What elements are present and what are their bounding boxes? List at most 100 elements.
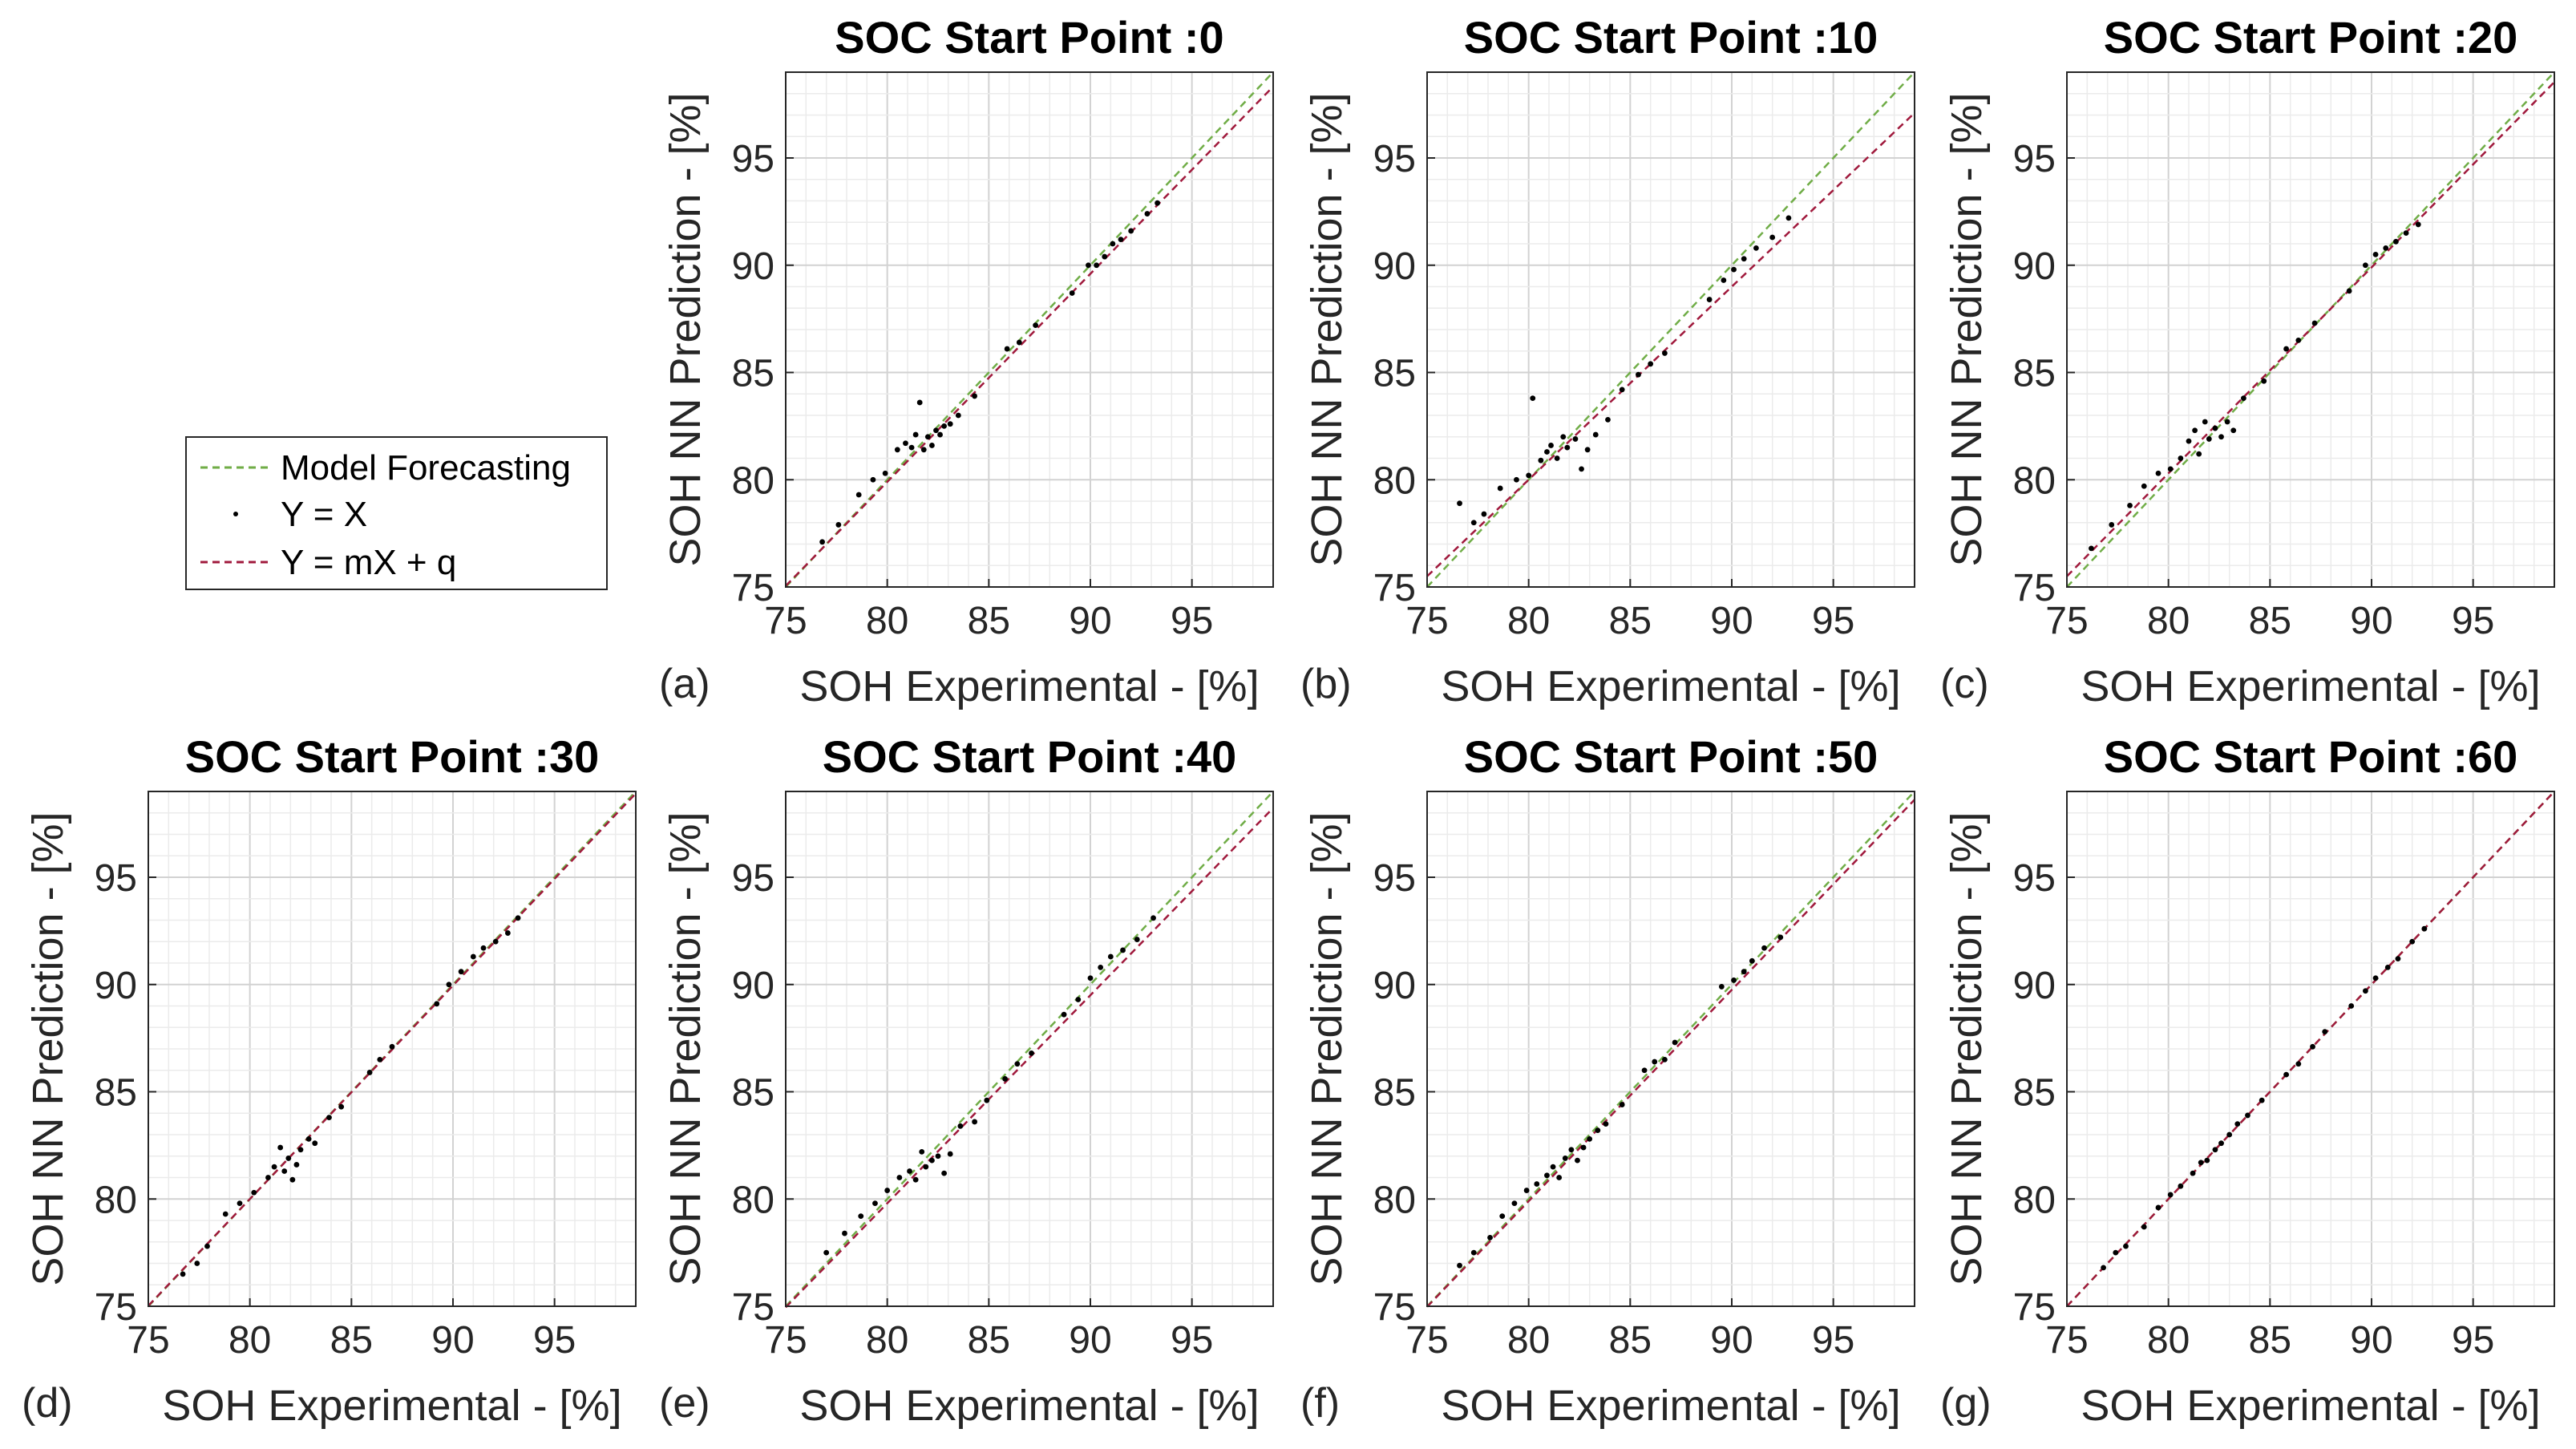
data-point xyxy=(2372,251,2379,257)
x-tick-label: 85 xyxy=(2249,600,2291,642)
data-point xyxy=(1721,277,1727,283)
data-point xyxy=(1568,1147,1575,1153)
legend-swatch-y-equals-x xyxy=(233,512,238,516)
data-point xyxy=(1579,466,1584,472)
y-tick-label: 85 xyxy=(1373,353,1416,395)
data-point xyxy=(1718,984,1725,990)
y-tick-label: 95 xyxy=(732,857,774,900)
data-point xyxy=(2259,1097,2265,1103)
data-point xyxy=(2245,1112,2250,1119)
y-tick-label: 75 xyxy=(1373,567,1416,609)
y-tick-label: 90 xyxy=(1373,965,1416,1007)
y-tick-label: 85 xyxy=(2013,1072,2056,1115)
data-point xyxy=(1118,237,1124,243)
data-point xyxy=(1548,443,1554,448)
subplot: 75 80 85 90 95 75 80 85 90 95 SOC Start Point :60 S… xyxy=(1940,731,2555,1430)
y-tick-label: 95 xyxy=(1373,857,1416,900)
data-point xyxy=(271,1164,277,1170)
data-point xyxy=(2155,1204,2161,1211)
data-point xyxy=(1749,957,1755,964)
y-axis-label: SOH NN Prediction - [%] xyxy=(1303,812,1351,1285)
x-tick-label: 90 xyxy=(1069,600,1111,642)
x-tick-label: 80 xyxy=(2147,1319,2190,1362)
y-tick-label: 90 xyxy=(1373,245,1416,288)
data-point xyxy=(1741,256,1747,262)
model-forecasting-line xyxy=(1426,791,1915,1307)
data-point xyxy=(2363,988,2368,994)
data-point xyxy=(1741,969,1747,975)
data-point xyxy=(2186,438,2192,444)
data-point xyxy=(894,447,900,453)
x-tick-label: 90 xyxy=(1710,1319,1753,1362)
x-tick-label: 80 xyxy=(228,1319,271,1362)
data-point xyxy=(1662,350,1668,356)
subplot: 75 80 85 90 95 75 80 85 90 95 SOC Start Point :40 S… xyxy=(659,731,1274,1430)
data-point xyxy=(2384,964,2391,970)
data-point xyxy=(2127,502,2133,508)
legend-frame xyxy=(185,436,608,590)
data-point xyxy=(957,1123,964,1129)
y-tick-label: 95 xyxy=(1373,138,1416,180)
subplot: 75 80 85 90 95 75 80 85 90 95 SOC Start Point :10 S… xyxy=(1300,12,1915,710)
data-point xyxy=(1457,500,1462,507)
data-point xyxy=(2363,262,2368,269)
data-point xyxy=(1662,1056,1668,1062)
data-point xyxy=(842,1230,847,1237)
data-point xyxy=(2190,1170,2196,1176)
axes-frame xyxy=(148,791,637,1307)
data-point xyxy=(2234,1121,2241,1127)
x-tick-label: 85 xyxy=(968,1319,1010,1362)
data-point xyxy=(1564,444,1571,451)
data-point xyxy=(823,1249,830,1256)
y-tick-label: 80 xyxy=(732,459,774,502)
y-axis-label: SOH NN Prediction - [%] xyxy=(1943,92,1991,566)
data-point xyxy=(972,1119,977,1125)
y-tick-label: 95 xyxy=(2013,138,2056,180)
x-axis-label: SOH Experimental - [%] xyxy=(2081,662,2540,710)
data-point xyxy=(2212,425,2218,431)
data-point xyxy=(947,421,953,427)
y-tick-label: 85 xyxy=(2013,353,2056,395)
y-tick-label: 85 xyxy=(95,1072,137,1115)
data-point xyxy=(1061,1011,1067,1018)
data-point xyxy=(515,915,521,921)
data-point xyxy=(2218,1140,2224,1147)
data-point xyxy=(1499,1213,1506,1220)
data-point xyxy=(1538,457,1544,463)
data-point xyxy=(1605,416,1611,423)
data-point xyxy=(819,539,825,545)
chart-title: SOC Start Point :60 xyxy=(2104,731,2518,782)
data-point xyxy=(984,1097,990,1103)
data-point xyxy=(1554,455,1560,461)
data-point xyxy=(1110,241,1116,247)
data-point xyxy=(2192,427,2198,434)
data-point xyxy=(941,423,947,429)
fit-line xyxy=(2066,791,2555,1307)
data-point xyxy=(1487,1235,1493,1241)
subplot-grid: 75 80 85 90 95 75 80 85 90 95 SOC Start Point :0 SO… xyxy=(22,12,2555,1430)
y-tick-label: 90 xyxy=(732,245,774,288)
x-tick-label: 80 xyxy=(1507,600,1550,642)
y-axis-label: SOH NN Prediction - [%] xyxy=(1303,92,1351,566)
data-point xyxy=(2261,378,2267,384)
data-point xyxy=(2372,975,2379,982)
data-point xyxy=(2218,434,2224,440)
data-point xyxy=(972,393,977,399)
data-point xyxy=(1619,387,1625,393)
data-point xyxy=(855,492,862,498)
chart-title: SOC Start Point :50 xyxy=(1464,731,1878,782)
data-point xyxy=(2167,1192,2174,1198)
data-point xyxy=(2141,1224,2147,1230)
fit-line xyxy=(785,86,1274,587)
panel-label: (c) xyxy=(1940,661,1989,707)
x-tick-label: 90 xyxy=(431,1319,474,1362)
x-axis-label: SOH Experimental - [%] xyxy=(162,1382,621,1430)
model-forecasting-line xyxy=(785,71,1274,588)
data-point xyxy=(908,444,915,451)
data-point xyxy=(2196,451,2202,457)
data-point xyxy=(1144,211,1151,217)
y-tick-label: 95 xyxy=(2013,857,2056,900)
data-point xyxy=(1481,511,1487,517)
x-tick-label: 90 xyxy=(1069,1319,1111,1362)
data-point xyxy=(912,1176,919,1183)
